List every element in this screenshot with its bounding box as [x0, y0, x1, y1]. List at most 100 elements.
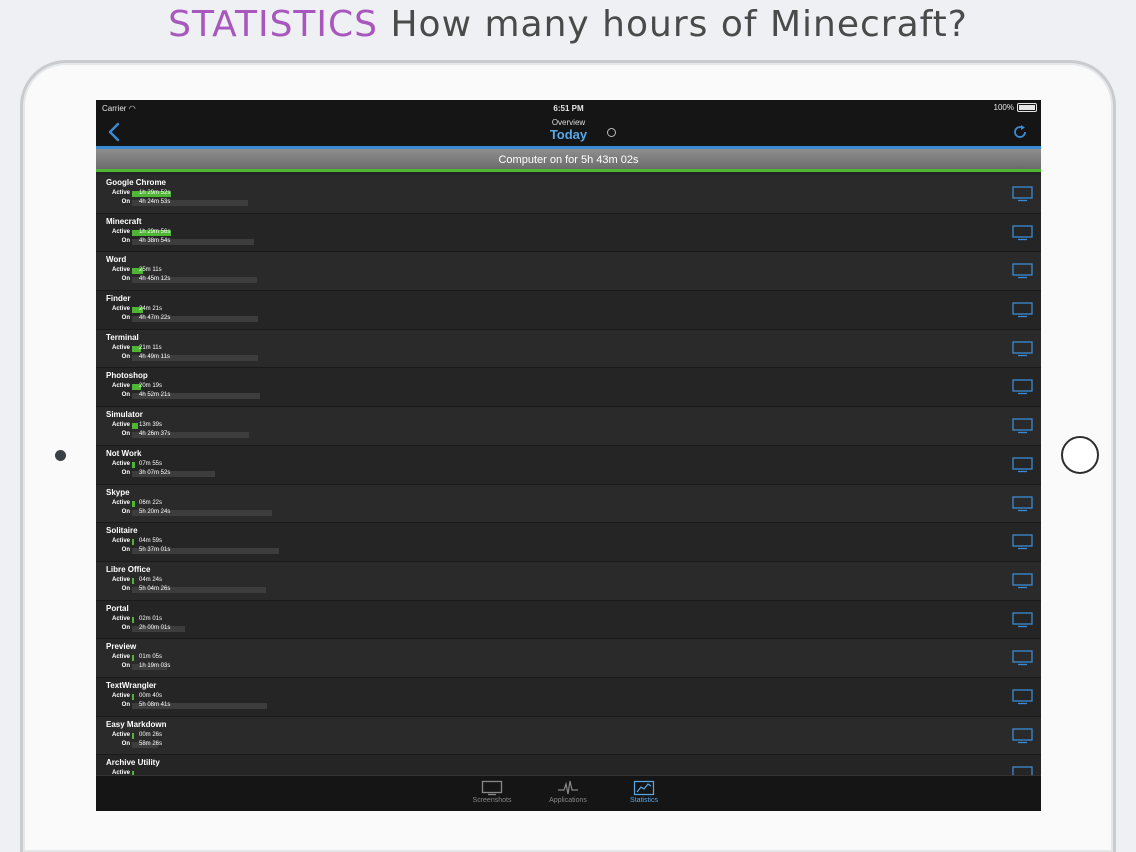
- app-name: Simulator: [106, 410, 143, 420]
- active-label: Active: [111, 228, 130, 235]
- screenshot-monitor-icon[interactable]: [1012, 573, 1033, 589]
- screenshot-monitor-icon[interactable]: [1012, 418, 1033, 434]
- app-row[interactable]: Google Chrome Active 1h 29m 52s On 4h 24m 53…: [96, 175, 1041, 214]
- screenshot-monitor-icon[interactable]: [1012, 727, 1033, 744]
- active-time: 00m 40s: [139, 692, 163, 699]
- app-row[interactable]: Preview Active 01m 05s On 1h 19m 03s: [96, 639, 1041, 678]
- on-time: 4h 52m 21s: [139, 392, 171, 399]
- on-label: On: [121, 508, 130, 515]
- refresh-icon[interactable]: [1011, 123, 1029, 141]
- screenshot-monitor-icon[interactable]: [1012, 341, 1033, 357]
- active-label: Active: [111, 460, 130, 467]
- screenshot-monitor-icon[interactable]: [1012, 689, 1033, 705]
- active-time: 1h 29m 56s: [139, 228, 171, 235]
- on-label: On: [121, 624, 130, 631]
- home-button[interactable]: [1061, 436, 1099, 474]
- nav-subtitle: Overview: [551, 118, 586, 127]
- screenshot-monitor-icon[interactable]: [1012, 225, 1033, 241]
- app-row[interactable]: Solitaire Active 04m 59s On 5h 37m 01s: [96, 523, 1041, 562]
- active-line: Active 13m 39s: [106, 422, 406, 430]
- app-row[interactable]: Minecraft Active 1h 29m 56s On 4h 38m 54s: [96, 213, 1041, 253]
- screenshot-monitor-icon[interactable]: [1012, 495, 1033, 512]
- computer-on-text: Computer on for 5h 43m 02s: [498, 154, 639, 166]
- wifi-icon: ◠: [128, 104, 136, 113]
- active-time-bar: [132, 655, 134, 662]
- screenshot-monitor-icon[interactable]: [1012, 379, 1033, 395]
- on-label: On: [121, 392, 130, 399]
- status-bar: Carrier ◠ 6:51 PM 100%: [96, 100, 1041, 117]
- app-name: Libre Office: [106, 564, 151, 574]
- tab-statistics[interactable]: Statistics: [609, 780, 679, 804]
- active-time-bar: [132, 771, 134, 775]
- on-time: 4h 49m 11s: [139, 353, 170, 360]
- screenshot-monitor-icon[interactable]: [1012, 263, 1033, 279]
- tab-screenshots[interactable]: Screenshots: [457, 780, 527, 804]
- app-row[interactable]: Not Work Active 07m 55s On 3h 07m 52s: [96, 445, 1041, 485]
- tab-label-statistics: Statistics: [629, 797, 658, 804]
- back-chevron-icon[interactable]: [105, 121, 125, 143]
- active-time-bar: [132, 732, 134, 739]
- on-time-bar: [132, 741, 158, 748]
- active-label: Active: [111, 770, 130, 775]
- active-time: 02m 01s: [139, 615, 163, 622]
- screenshot-monitor-icon[interactable]: [1012, 457, 1033, 473]
- on-line: On 4h 45m 12s: [106, 276, 406, 284]
- active-line: Active 06m 22s: [106, 500, 406, 508]
- active-time-bar: [132, 384, 141, 391]
- app-row[interactable]: Archive UtilityActiveOn: [96, 755, 1041, 775]
- on-line: On 58m 26s: [106, 741, 406, 749]
- active-time-bar: [132, 191, 171, 197]
- app-row[interactable]: TextWrangler Active 00m 40s On 5h 08m 41s: [96, 677, 1041, 717]
- app-row[interactable]: Portal Active 02m 01s On 2h 00m 01s: [96, 600, 1041, 640]
- on-time: 4h 38m 54s: [139, 237, 171, 244]
- active-time: 24m 21s: [139, 306, 163, 313]
- active-line: Active 21m 11s: [106, 345, 406, 353]
- screenshot-monitor-icon[interactable]: [1012, 611, 1033, 628]
- on-time: 4h 45m 12s: [139, 276, 171, 283]
- app-row[interactable]: Word Active 25m 11s On 4h 45m 12s: [96, 252, 1041, 292]
- tab-label-screenshots: Screenshots: [472, 797, 512, 804]
- on-time: 5h 08m 41s: [139, 701, 171, 708]
- dropdown-icon[interactable]: [607, 128, 616, 137]
- battery-icon: [1017, 103, 1037, 112]
- active-line: Active: [106, 770, 406, 775]
- active-time-bar: [132, 693, 134, 700]
- on-line: On 4h 47m 22s: [106, 315, 406, 323]
- screenshot-monitor-icon[interactable]: [1012, 302, 1033, 318]
- nav-title-group[interactable]: Overview Today: [96, 118, 1041, 142]
- screenshot-monitor-icon[interactable]: [1012, 534, 1033, 550]
- on-time-bar: [132, 586, 266, 593]
- screenshot-monitor-icon[interactable]: [1012, 186, 1033, 202]
- on-line: On 4h 38m 54s: [106, 238, 406, 246]
- on-time: 4h 47m 22s: [139, 315, 171, 322]
- active-line: Active 1h 29m 52s: [106, 190, 406, 198]
- app-row[interactable]: Skype Active 06m 22s On 5h 20m 24s: [96, 484, 1041, 524]
- on-time: 5h 04m 26s: [139, 585, 171, 592]
- on-time-bar: [132, 277, 257, 284]
- on-label: On: [121, 199, 130, 205]
- app-name: Terminal: [106, 332, 139, 342]
- app-row[interactable]: Libre Office Active 04m 24s On 5h 04m 26s: [96, 561, 1041, 601]
- screenshot-monitor-icon[interactable]: [1012, 650, 1033, 666]
- on-label: On: [121, 663, 130, 670]
- app-row[interactable]: Terminal Active 21m 11s On 4h 49m 11s: [96, 329, 1041, 369]
- active-label: Active: [111, 267, 130, 274]
- app-row[interactable]: Photoshop Active 20m 19s On 4h 52m 21s: [96, 368, 1041, 408]
- app-name: TextWrangler: [106, 680, 157, 690]
- app-row[interactable]: Easy Markdown Active 00m 26s On 58m 26s: [96, 716, 1041, 756]
- on-line: On 3h 07m 52s: [106, 470, 406, 478]
- active-time-bar: [132, 461, 135, 468]
- app-row[interactable]: Simulator Active 13m 39s On 4h 26m 37s: [96, 407, 1041, 446]
- on-line: On 5h 08m 41s: [106, 702, 406, 710]
- app-usage-list[interactable]: Google Chrome Active 1h 29m 52s On 4h 24m 53…: [96, 175, 1041, 775]
- active-label: Active: [111, 654, 130, 661]
- app-row[interactable]: Finder Active 24m 21s On 4h 47m 22s: [96, 291, 1041, 330]
- camera-dot: [55, 450, 66, 461]
- on-label: On: [121, 469, 130, 476]
- tab-applications[interactable]: Applications: [533, 780, 603, 804]
- app-name: Skype: [106, 487, 130, 497]
- on-time-bar: [132, 432, 249, 439]
- on-time-bar: [132, 316, 258, 323]
- active-time: 13m 39s: [139, 422, 163, 429]
- screenshot-monitor-icon[interactable]: [1012, 766, 1033, 775]
